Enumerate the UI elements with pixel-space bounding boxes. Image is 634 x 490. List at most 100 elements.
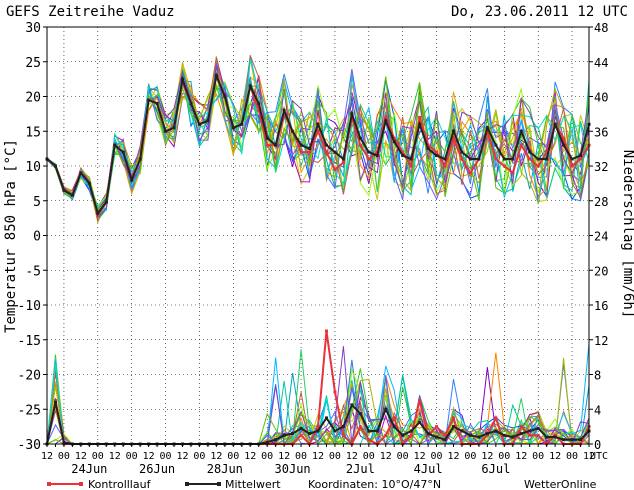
- temperature-mean-point: [545, 157, 549, 161]
- precip-mean-point: [333, 429, 337, 433]
- left-tick-label: 5: [33, 195, 41, 210]
- x-hour-label: 12: [143, 451, 155, 462]
- precip-control-point: [384, 433, 388, 437]
- legend-mean-marker: [185, 482, 189, 486]
- precip-mean-point: [553, 435, 557, 439]
- temperature-mean-point: [181, 77, 184, 81]
- precip-member-lines: [46, 343, 590, 446]
- temperature-member-line: [46, 63, 590, 210]
- temperature-mean-point: [189, 101, 193, 105]
- temperature-mean-point: [62, 188, 66, 192]
- x-hour-label: 00: [498, 451, 510, 462]
- precip-mean-point: [265, 440, 269, 444]
- precip-mean-point: [460, 429, 464, 433]
- precip-control-point: [333, 390, 337, 394]
- temperature-mean-point: [350, 112, 354, 116]
- temperature-mean-point: [570, 157, 574, 161]
- temperature-control-point: [468, 171, 472, 175]
- temperature-mean-point: [494, 143, 498, 147]
- temperature-mean-point: [519, 129, 523, 133]
- legend-control-marker: [79, 482, 83, 486]
- temperature-member-line: [46, 65, 590, 219]
- precip-mean-point: [62, 440, 66, 444]
- x-hour-label: 12: [481, 451, 493, 462]
- temperature-control-point: [579, 157, 583, 161]
- x-hour-label: 00: [566, 451, 578, 462]
- left-tick-label: -25: [18, 403, 41, 418]
- temperature-control-point: [418, 115, 422, 119]
- x-date-label: 4Jul: [414, 462, 443, 476]
- temperature-control-point: [511, 171, 515, 175]
- right-tick-label: 4: [594, 403, 601, 417]
- x-hour-label: 00: [58, 451, 70, 462]
- left-tick-label: 0: [33, 230, 41, 245]
- temperature-mean-point: [308, 147, 312, 151]
- x-hour-label: 00: [329, 451, 341, 462]
- left-tick-label: -5: [25, 264, 41, 279]
- temperature-mean-point: [70, 193, 74, 197]
- x-hour-label: 12: [41, 451, 53, 462]
- temperature-control-point: [426, 143, 430, 147]
- precip-mean-point: [299, 426, 303, 430]
- precip-mean-point: [494, 429, 498, 433]
- x-hour-label: 12: [549, 451, 561, 462]
- x-date-label: 28Jun: [207, 462, 243, 476]
- right-tick-label: 48: [594, 21, 608, 35]
- right-tick-label: 32: [594, 160, 608, 174]
- right-tick-label: 40: [594, 91, 608, 105]
- temperature-mean-point: [401, 154, 405, 158]
- precip-control-point: [435, 425, 439, 429]
- temperature-member-line: [46, 76, 590, 212]
- precip-control-point: [316, 425, 320, 429]
- right-tick-label: 0: [594, 438, 601, 452]
- temperature-mean-point: [316, 122, 320, 126]
- right-tick-label: 12: [594, 334, 608, 348]
- precip-mean-point: [341, 425, 345, 429]
- precip-mean-point: [511, 435, 515, 439]
- temperature-control-point: [333, 167, 337, 171]
- temperature-mean-point: [257, 101, 261, 105]
- temperature-control-point: [536, 164, 540, 168]
- temperature-control-point: [367, 157, 371, 161]
- x-hour-label: 12: [414, 451, 426, 462]
- x-hour-label: 00: [295, 451, 307, 462]
- temperature-mean-point: [299, 143, 303, 147]
- precip-control-point: [485, 433, 489, 437]
- x-hour-label: 12: [210, 451, 222, 462]
- precip-control-point: [299, 433, 303, 437]
- x-hour-label: 12: [380, 451, 392, 462]
- x-hour-label: 00: [397, 451, 409, 462]
- precip-mean-point: [519, 432, 523, 436]
- temperature-control-point: [502, 164, 506, 168]
- x-date-label: 26Jun: [139, 462, 175, 476]
- precip-mean-point: [384, 407, 388, 411]
- precip-mean-point: [291, 432, 295, 436]
- temperature-mean-point: [240, 122, 244, 126]
- temperature-mean-point: [197, 122, 201, 126]
- temperature-mean-point: [528, 150, 532, 154]
- right-tick-label: 8: [594, 369, 601, 383]
- temperature-control-point: [265, 143, 269, 147]
- precip-mean-point: [468, 433, 472, 437]
- legend: Kontrolllauf Mittelwert: [47, 478, 281, 490]
- temperature-control-point: [570, 164, 574, 168]
- left-tick-label: 25: [25, 56, 41, 71]
- temperature-mean-point: [214, 74, 218, 78]
- temperature-mean-point: [460, 150, 464, 154]
- grid: [47, 27, 589, 444]
- x-hour-label: 00: [126, 451, 138, 462]
- temperature-control-point: [316, 129, 320, 133]
- precip-control-point: [452, 416, 455, 420]
- temperature-control-point: [528, 157, 532, 161]
- x-axis-ticks: 12 00 12 00 12 00 12 00 12 00 12 00 12 00 12 00 12 00 12 00…: [41, 444, 608, 476]
- temperature-mean-point: [104, 200, 108, 204]
- precip-mean-point: [53, 400, 57, 404]
- temperature-mean-point: [223, 95, 227, 98]
- temperature-mean-point: [579, 154, 583, 158]
- right-axis-label: Niederschlag [mm/6h]: [620, 150, 634, 319]
- temperature-mean-point: [443, 157, 447, 161]
- precip-mean-point: [282, 433, 286, 437]
- right-tick-label: 16: [594, 299, 608, 313]
- x-date-label: 30Jun: [275, 462, 311, 476]
